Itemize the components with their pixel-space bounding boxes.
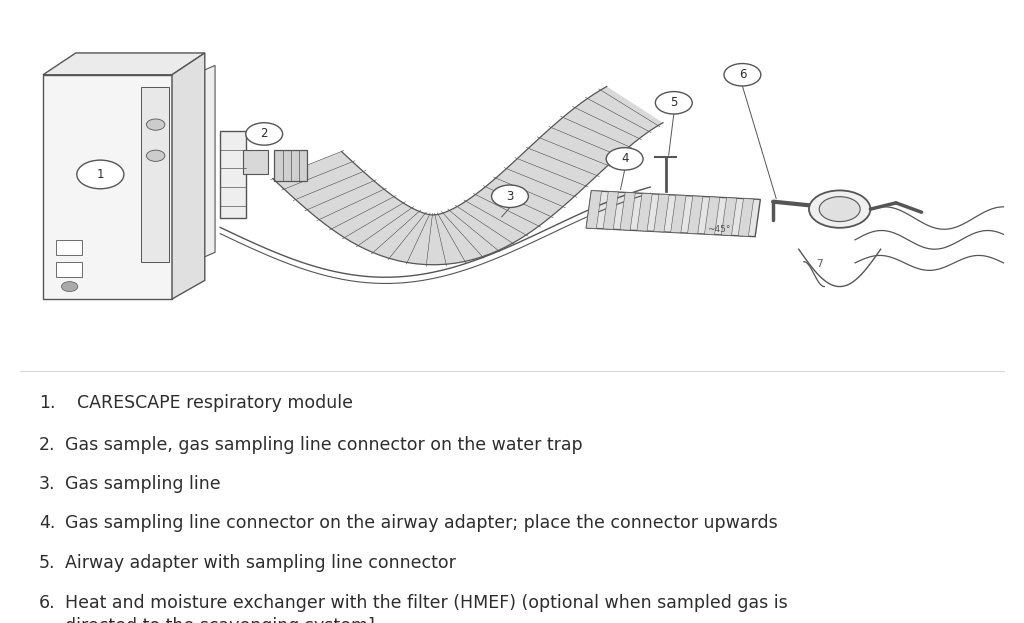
Polygon shape <box>560 117 632 148</box>
Polygon shape <box>738 199 754 236</box>
Polygon shape <box>637 193 652 231</box>
Polygon shape <box>388 212 426 260</box>
Polygon shape <box>705 197 720 235</box>
Polygon shape <box>549 126 622 157</box>
Circle shape <box>246 123 283 145</box>
Polygon shape <box>441 211 484 259</box>
Text: 2: 2 <box>260 128 268 140</box>
Circle shape <box>492 185 528 207</box>
Polygon shape <box>437 212 466 263</box>
Text: Gas sampling line connector on the airway adapter; place the connector upwards: Gas sampling line connector on the airwa… <box>65 514 777 532</box>
Circle shape <box>146 119 165 130</box>
Polygon shape <box>56 240 82 255</box>
Polygon shape <box>282 161 355 190</box>
Polygon shape <box>494 177 565 207</box>
Circle shape <box>61 282 78 292</box>
Polygon shape <box>329 196 396 230</box>
Polygon shape <box>426 213 432 267</box>
Circle shape <box>77 160 124 189</box>
Polygon shape <box>270 150 344 180</box>
Polygon shape <box>434 213 446 266</box>
Polygon shape <box>172 53 205 299</box>
Polygon shape <box>273 87 663 265</box>
Text: Gas sampling line: Gas sampling line <box>65 475 220 493</box>
Polygon shape <box>342 202 406 239</box>
Polygon shape <box>43 53 205 75</box>
Polygon shape <box>721 197 736 235</box>
Polygon shape <box>526 147 599 176</box>
Polygon shape <box>585 97 651 133</box>
Text: 3: 3 <box>506 190 514 202</box>
Circle shape <box>655 92 692 114</box>
Polygon shape <box>274 150 307 181</box>
Text: CARESCAPE respiratory module: CARESCAPE respiratory module <box>77 394 353 412</box>
Text: 2.: 2. <box>39 436 55 454</box>
Polygon shape <box>598 88 660 127</box>
Text: Gas sample, gas sampling line connector on the water trap: Gas sample, gas sampling line connector … <box>65 436 582 454</box>
Polygon shape <box>504 168 577 197</box>
Text: 4.: 4. <box>39 514 55 532</box>
Text: Heat and moisture exchanger with the filter (HMEF) (optional when sampled gas is: Heat and moisture exchanger with the fil… <box>65 594 787 623</box>
Text: 6: 6 <box>738 69 746 81</box>
Circle shape <box>606 148 643 170</box>
Text: 5: 5 <box>670 97 678 109</box>
Polygon shape <box>447 209 500 252</box>
Text: ~45°: ~45° <box>707 225 730 234</box>
Polygon shape <box>687 196 702 234</box>
Polygon shape <box>515 158 589 187</box>
Text: 4: 4 <box>621 153 629 165</box>
Polygon shape <box>305 179 377 211</box>
Polygon shape <box>220 131 246 218</box>
Text: Airway adapter with sampling line connector: Airway adapter with sampling line connec… <box>65 554 456 573</box>
Polygon shape <box>586 191 761 237</box>
Text: 1.: 1. <box>39 394 55 412</box>
Text: 5.: 5. <box>39 554 55 573</box>
Polygon shape <box>653 194 669 232</box>
Polygon shape <box>407 213 430 264</box>
Text: 3.: 3. <box>39 475 55 493</box>
Polygon shape <box>243 150 268 174</box>
Polygon shape <box>671 195 686 233</box>
Circle shape <box>724 64 761 86</box>
Text: 1: 1 <box>96 168 104 181</box>
Circle shape <box>146 150 165 161</box>
Polygon shape <box>464 200 528 236</box>
Polygon shape <box>455 205 515 245</box>
Polygon shape <box>586 191 601 229</box>
Polygon shape <box>483 186 554 217</box>
Polygon shape <box>293 171 366 201</box>
Polygon shape <box>179 65 215 268</box>
Polygon shape <box>316 188 386 221</box>
Polygon shape <box>356 206 414 247</box>
Polygon shape <box>141 87 169 262</box>
Polygon shape <box>372 210 421 254</box>
Text: 6.: 6. <box>39 594 55 612</box>
Polygon shape <box>43 75 172 299</box>
Polygon shape <box>56 262 82 277</box>
Polygon shape <box>620 193 635 231</box>
Circle shape <box>809 191 870 228</box>
Text: 7: 7 <box>816 259 822 269</box>
Circle shape <box>819 197 860 222</box>
Polygon shape <box>603 192 618 229</box>
Polygon shape <box>538 137 610 166</box>
Polygon shape <box>572 107 642 140</box>
Polygon shape <box>473 193 541 227</box>
